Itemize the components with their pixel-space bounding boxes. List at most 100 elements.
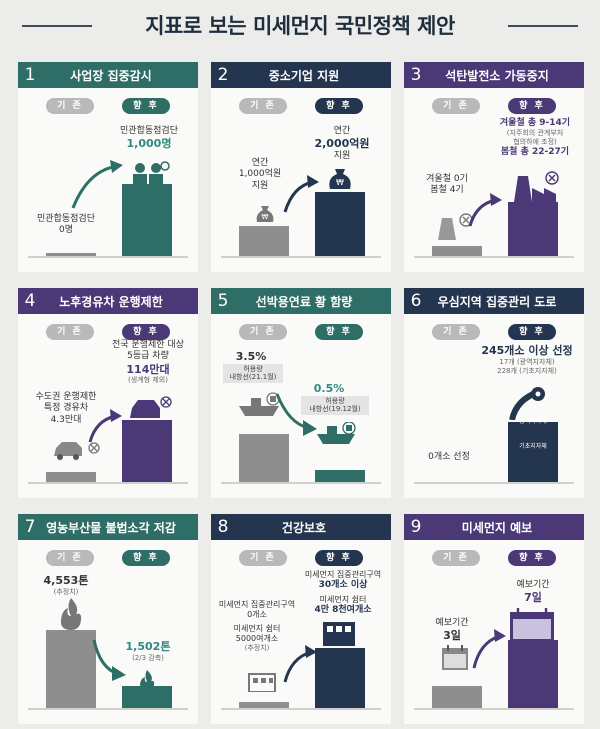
after-bar (122, 686, 172, 708)
after-value: 1,502톤 (2/3 감축) (125, 640, 171, 662)
panel-header: 8 건강보호 (211, 514, 391, 540)
increase-arrow-icon (283, 645, 317, 683)
fire-icon (60, 598, 82, 630)
panel-ship-fuel: 5 선박용연료 황 함량 기 존 향 후 3.5% 허용량 내항선(21.1월) 0… (211, 288, 391, 498)
calendar-icon (510, 608, 554, 642)
panel-number: 1 (24, 65, 36, 85)
panel-number: 4 (24, 291, 36, 311)
page-title: 지표로 보는 미세먼지 국민정책 제안 (145, 14, 455, 38)
after-tag: 허용량 내항선(19.12월) (301, 396, 369, 415)
after-value: 연간 2,000억원 지원 (314, 126, 370, 161)
after-bar (315, 648, 365, 708)
panel-header: 2 중소기업 지원 (211, 62, 391, 88)
after-label: 향 후 (315, 98, 363, 114)
panel-number: 6 (410, 291, 422, 311)
increase-arrow-icon (468, 193, 502, 227)
title-rule-left (22, 25, 92, 27)
calendar-icon (442, 645, 468, 670)
after-label: 향 후 (122, 98, 170, 114)
page-header: 지표로 보는 미세먼지 국민정책 제안 (0, 6, 600, 46)
before-bar (239, 226, 289, 256)
before-label: 기 존 (46, 324, 94, 340)
panel-title: 선박용연료 황 함량 (255, 294, 353, 309)
baseline (28, 708, 188, 710)
baseline (414, 708, 574, 710)
before-value: 연간 1,000억원 지원 (238, 158, 282, 191)
before-tag: 허용량 내항선(21.1월) (223, 364, 283, 383)
before-bar (46, 630, 96, 708)
before-value: 수도권 운행제한 특정 경유차 4.3만대 (35, 392, 97, 425)
after-value: 미세먼지 집중관리구역 30개소 이상 미세먼지 쉼터 4만 8천여개소 (304, 570, 382, 616)
fire-icon (140, 670, 155, 690)
inspectors-icon (133, 161, 170, 184)
after-value: 예보기간 7일 (516, 580, 550, 605)
before-value: 0개소 선정 (428, 452, 470, 462)
panel-number: 5 (217, 291, 229, 311)
panel-header: 3 석탄발전소 가동중지 (404, 62, 584, 88)
after-value: 겨울철 총 9-14기 (지주회의 관계부처 협의하에 조정) 봄철 총 22-27기 (499, 118, 571, 157)
after-percent: 0.5% (313, 382, 345, 395)
panel-title: 건강보호 (281, 520, 327, 535)
before-percent: 3.5% (235, 350, 267, 363)
panel-header: 7 영농부산물 불법소각 저감 (18, 514, 198, 540)
before-label: 기 존 (239, 550, 287, 566)
before-label: 기 존 (46, 550, 94, 566)
panel-number: 9 (410, 517, 422, 537)
after-bar (122, 184, 172, 256)
panel-title: 사업장 집중감시 (70, 68, 152, 83)
before-value: 겨울철 0기 봄철 4기 (426, 174, 468, 196)
before-bar (46, 253, 96, 256)
after-label: 향 후 (508, 324, 556, 340)
increase-arrow-icon (71, 160, 123, 209)
panel-old-diesel: 4 노후경유차 운행제한 기 존 향 후 수도권 운행제한 특정 경유차 4.3만대 … (18, 288, 198, 498)
after-bar (508, 202, 558, 256)
before-label: 기 존 (239, 98, 287, 114)
panel-title: 중소기업 지원 (268, 68, 340, 83)
road-sign-icon (509, 387, 545, 420)
panel-sme-support: 2 중소기업 지원 기 존 향 후 연간 1,000억원 지원 ₩ 연간 2,000억원… (211, 62, 391, 272)
panel-title: 노후경유차 운행제한 (59, 294, 163, 309)
panel-dust-forecast: 9 미세먼지 예보 기 존 향 후 예보기간 3일 예보기간 7일 (404, 514, 584, 724)
baseline (414, 482, 574, 484)
baseline (221, 708, 381, 710)
after-label: 향 후 (315, 324, 363, 340)
panel-road-management: 6 우심지역 집중관리 도로 기 존 향 후 0개소 선정 245개소 이상 선정… (404, 288, 584, 498)
money-bag-icon: ₩ (256, 206, 274, 222)
panel-number: 3 (410, 65, 422, 85)
before-bar (432, 686, 482, 708)
after-value: 전국 운행제한 대상 5등급 차량 114만대 (생계형 제외) (112, 340, 184, 385)
decrease-arrow-icon (275, 393, 317, 436)
before-bar (432, 246, 482, 256)
panel-number: 7 (24, 517, 36, 537)
money-bag-icon: ₩ (329, 169, 351, 189)
before-label: 기 존 (432, 98, 480, 114)
baseline (28, 482, 188, 484)
decrease-arrow-icon (92, 639, 126, 681)
after-label: 향 후 (508, 98, 556, 114)
panel-header: 6 우심지역 집중관리 도로 (404, 288, 584, 314)
panel-title: 미세먼지 예보 (461, 520, 533, 535)
panel-header: 9 미세먼지 예보 (404, 514, 584, 540)
before-bar (239, 702, 289, 708)
panel-title: 석탄발전소 가동중지 (445, 68, 549, 83)
after-bar (315, 192, 365, 256)
before-value: 미세먼지 집중관리구역 0개소 미세먼지 쉼터 5000여개소 (추정치) (218, 600, 296, 652)
after-label: 향 후 (122, 550, 170, 566)
panel-header: 5 선박용연료 황 함량 (211, 288, 391, 314)
before-label: 기 존 (432, 324, 480, 340)
power-plant-icon (514, 171, 559, 202)
car-icon (54, 442, 100, 460)
after-bar (122, 420, 172, 482)
panel-header: 4 노후경유차 운행제한 (18, 288, 198, 314)
title-rule-right (508, 25, 578, 27)
baseline (414, 256, 574, 258)
panel-number: 2 (217, 65, 229, 85)
panel-agricultural-burning: 7 영농부산물 불법소각 저감 기 존 향 후 4,553톤 (추정치) 1,502… (18, 514, 198, 724)
before-value: 민관합동점검단 0명 (37, 214, 95, 236)
panel-workplace-monitoring: 1 사업장 집중감시 기 존 향 후 민관합동점검단 0명 민관합동점검단 1,000… (18, 62, 198, 272)
panel-title: 우심지역 집중관리 도로 (437, 294, 557, 309)
increase-arrow-icon (472, 629, 506, 669)
infographic-grid: 1 사업장 집중감시 기 존 향 후 민관합동점검단 0명 민관합동점검단 1,000… (18, 62, 584, 724)
after-label: 향 후 (508, 550, 556, 566)
after-bar (508, 640, 558, 708)
